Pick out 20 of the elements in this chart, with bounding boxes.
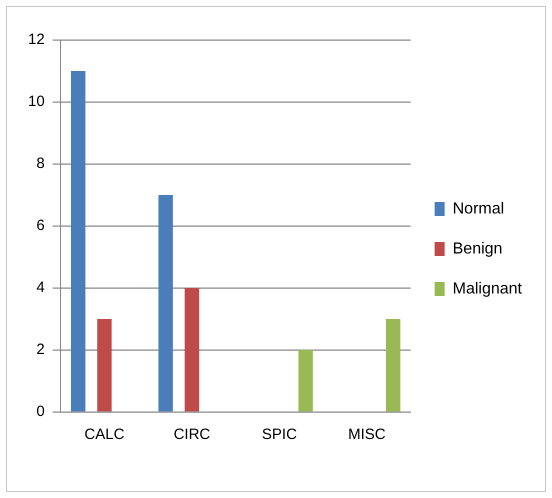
x-tick-label: CIRC [174, 426, 210, 444]
y-tick-label: 6 [36, 217, 45, 234]
y-tick-label: 0 [36, 403, 45, 420]
legend-label: Normal [452, 200, 504, 218]
y-tick-label: 2 [36, 341, 45, 358]
y-tick-label: 8 [36, 155, 45, 172]
bar [70, 71, 86, 412]
y-tick-label: 4 [36, 279, 45, 296]
x-tick-label: CALC [84, 426, 125, 444]
legend-label: Malignant [452, 280, 523, 298]
bar [184, 288, 200, 412]
bar [386, 319, 400, 412]
legend-label: Benign [452, 240, 502, 258]
y-tick-label: 10 [28, 93, 45, 110]
y-tick-label: 12 [28, 31, 45, 48]
bar [97, 319, 112, 412]
bar [298, 350, 313, 412]
bar [158, 195, 173, 412]
x-tick-label: SPIC [262, 426, 298, 444]
x-tick-label: MISC [348, 426, 386, 444]
